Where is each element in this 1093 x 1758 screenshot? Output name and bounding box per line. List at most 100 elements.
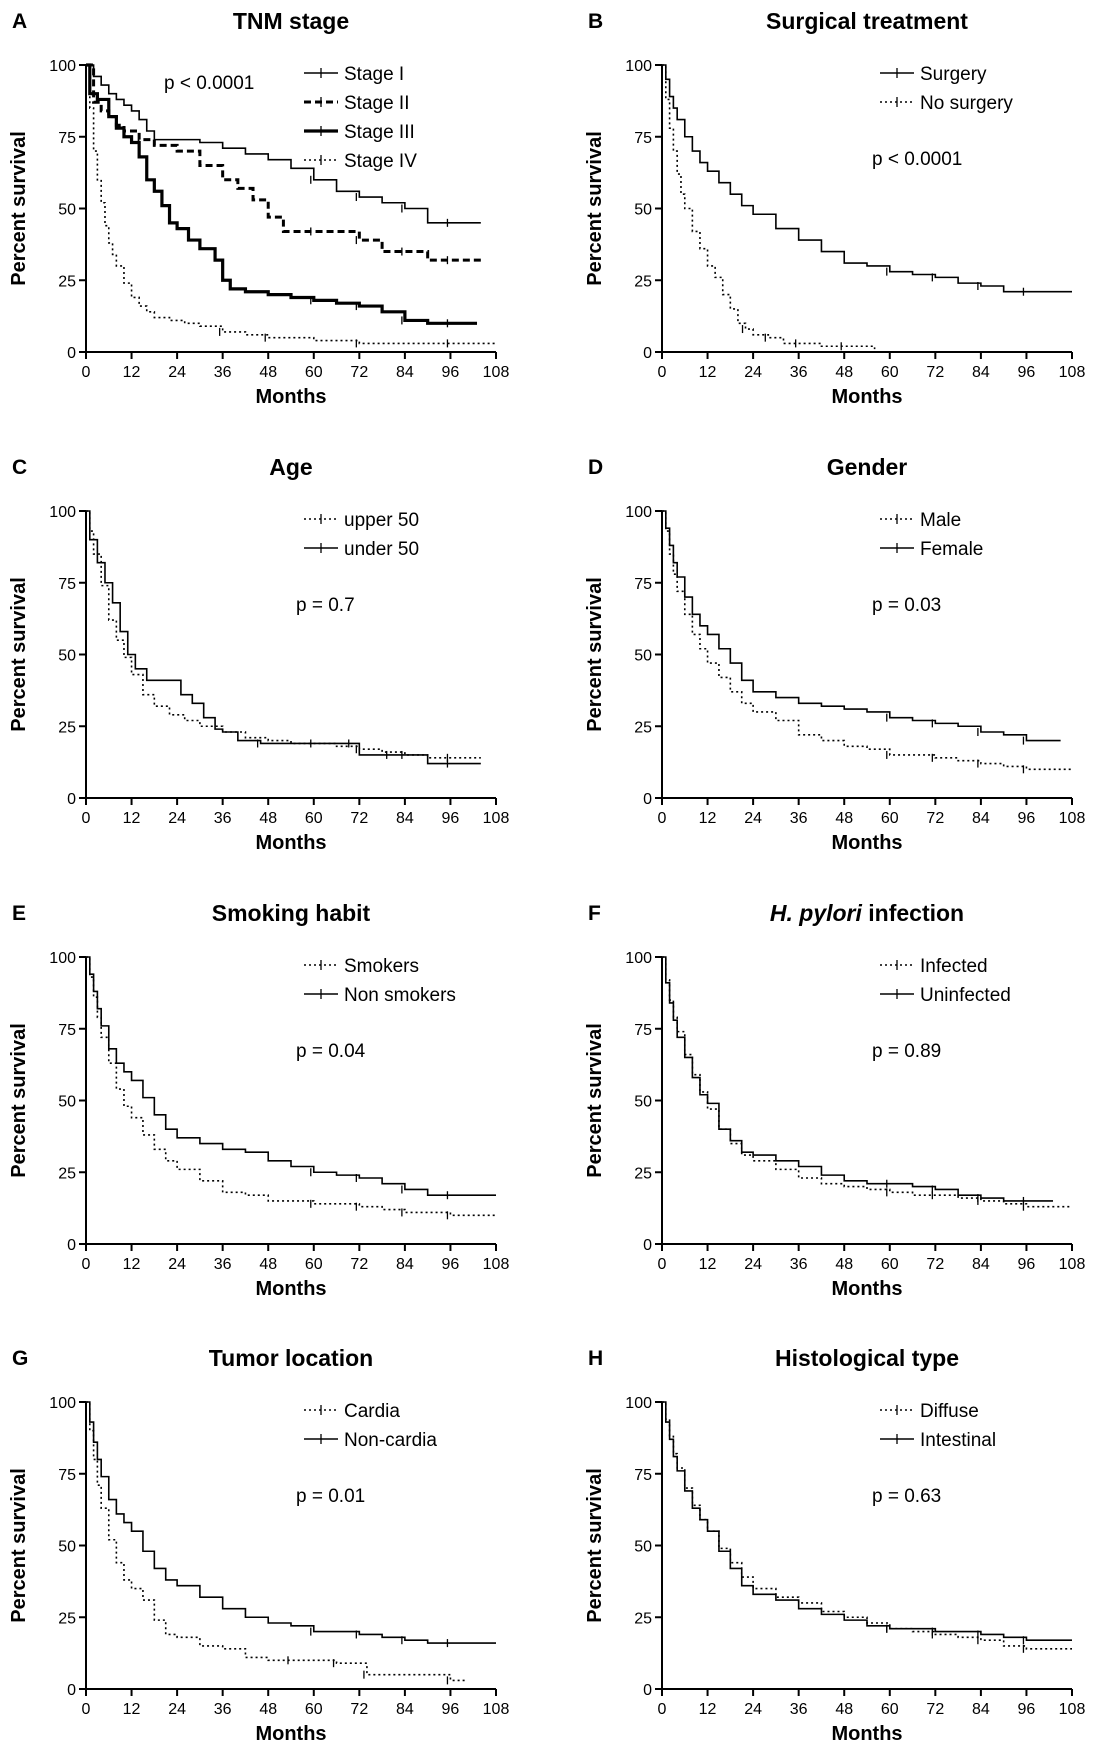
panel-f-letter: F (588, 902, 601, 925)
panel-f-legend-label: Uninfected (920, 985, 1011, 1006)
panel-a-y-tick-label: 75 (58, 130, 76, 147)
panel-h-x-tick-label: 12 (699, 1701, 717, 1718)
panel-h-x-tick-label: 0 (658, 1701, 667, 1718)
panel-e-x-tick-label: 36 (214, 1256, 232, 1273)
panel-f-x-tick-label: 96 (1018, 1256, 1036, 1273)
panel-g-legend-label: Cardia (344, 1401, 400, 1422)
panel-g-y-tick-label: 100 (49, 1395, 76, 1412)
panel-b-series-surgery (662, 64, 1072, 293)
panel-g-x-tick-label: 72 (350, 1701, 368, 1718)
panel-a-x-tick-label: 108 (483, 364, 510, 381)
panel-e-y-label: Percent survival (8, 1023, 30, 1178)
panel-h-series-diffuse (662, 1401, 1072, 1650)
panel-g-x-tick-label: 96 (442, 1701, 460, 1718)
panel-e-x-tick-label: 108 (483, 1256, 510, 1273)
panel-h-y-tick-label: 75 (634, 1467, 652, 1484)
panel-a-letter: A (12, 10, 27, 33)
panel-h-x-tick-label: 24 (744, 1701, 762, 1718)
panel-h-x-tick-label: 60 (881, 1701, 899, 1718)
panel-b-x-tick-label: 96 (1018, 364, 1036, 381)
panel-b-title: Surgical treatment (766, 8, 968, 34)
panel-a-y-tick-label: 50 (58, 202, 76, 219)
panel-d-legend-label: Female (920, 539, 983, 560)
panel-a-legend-label: Stage III (344, 122, 415, 143)
panel-b-legend-label: No surgery (920, 93, 1013, 114)
panel-f-x-tick-label: 24 (744, 1256, 762, 1273)
panel-e-x-label: Months (255, 1278, 326, 1300)
panel-b-x-tick-label: 84 (972, 364, 990, 381)
panel-e-x-tick-label: 24 (168, 1256, 186, 1273)
panel-h-letter: H (588, 1347, 603, 1370)
panel-d-y-tick-label: 0 (643, 791, 652, 808)
panel-b: B Surgical treatment 0 25 50 75 100 0 12 24 36 48 60… (584, 8, 1085, 408)
panel-e-legend-label: Non smokers (344, 985, 456, 1006)
panel-h-x-tick-label: 96 (1018, 1701, 1036, 1718)
panel-a-x-tick-label: 60 (305, 364, 323, 381)
panel-e-letter: E (12, 902, 26, 925)
panel-c-y-tick-label: 100 (49, 504, 76, 521)
panel-c-x-tick-label: 0 (82, 810, 91, 827)
panel-b-x-tick-label: 60 (881, 364, 899, 381)
panel-h-x-tick-label: 84 (972, 1701, 990, 1718)
panel-b-series-no-surgery (662, 64, 876, 350)
panel-a-x-tick-label: 48 (259, 364, 277, 381)
panel-g-series-cardia (86, 1401, 466, 1682)
panel-f-x-label: Months (831, 1278, 902, 1300)
panel-g-x-tick-label: 48 (259, 1701, 277, 1718)
panel-c-x-tick-label: 48 (259, 810, 277, 827)
panel-g-y-tick-label: 0 (67, 1682, 76, 1699)
panel-h-y-tick-label: 25 (634, 1610, 652, 1627)
panel-g-series-non-cardia (86, 1401, 496, 1644)
panel-h-legend-label: Diffuse (920, 1401, 979, 1422)
panel-c-y-tick-label: 75 (58, 576, 76, 593)
panel-f-y-tick-label: 0 (643, 1237, 652, 1254)
panel-c-x-label: Months (255, 832, 326, 854)
panel-f-title: H. pylori infection (770, 900, 964, 926)
panel-a-x-label: Months (255, 386, 326, 408)
panel-a-x-tick-label: 96 (442, 364, 460, 381)
panel-h-x-tick-label: 36 (790, 1701, 808, 1718)
panel-f-y-tick-label: 25 (634, 1165, 652, 1182)
panel-c-x-tick-label: 60 (305, 810, 323, 827)
panel-d-y-tick-label: 50 (634, 648, 652, 665)
panel-b-x-tick-label: 12 (699, 364, 717, 381)
panel-h-x-tick-label: 48 (835, 1701, 853, 1718)
panel-e-x-tick-label: 84 (396, 1256, 414, 1273)
panel-e-x-tick-label: 60 (305, 1256, 323, 1273)
panel-b-letter: B (588, 10, 603, 33)
panel-d-x-tick-label: 60 (881, 810, 899, 827)
panel-d-legend-label: Male (920, 510, 961, 531)
panel-c-p-value: p = 0.7 (296, 595, 355, 616)
panel-g-letter: G (12, 1347, 28, 1370)
panel-c-y-tick-label: 25 (58, 719, 76, 736)
panel-f-series-uninfected (662, 956, 1054, 1202)
panel-a-legend-label: Stage IV (344, 151, 417, 172)
panel-f-p-value: p = 0.89 (872, 1041, 941, 1062)
panel-e-x-tick-label: 72 (350, 1256, 368, 1273)
panel-d-x-tick-label: 108 (1059, 810, 1086, 827)
panel-c-letter: C (12, 456, 27, 479)
panel-b-p-value: p < 0.0001 (872, 149, 962, 170)
panel-h-x-tick-label: 108 (1059, 1701, 1086, 1718)
panel-c-x-tick-label: 12 (123, 810, 141, 827)
panel-d-x-tick-label: 36 (790, 810, 808, 827)
panel-c-title: Age (269, 454, 312, 480)
panel-f-y-tick-label: 100 (625, 950, 652, 967)
panel-a-x-tick-label: 0 (82, 364, 91, 381)
panel-f-x-tick-label: 60 (881, 1256, 899, 1273)
panel-b-y-tick-label: 0 (643, 345, 652, 362)
panel-c-legend-label: upper 50 (344, 510, 419, 531)
panel-d-x-tick-label: 84 (972, 810, 990, 827)
panel-g: G Tumor location 0 25 50 75 100 0 12 24 36 48 60 72 84… (8, 1345, 509, 1745)
panel-c-series-upper-50 (86, 510, 481, 759)
panel-f-x-tick-label: 72 (926, 1256, 944, 1273)
panel-h-p-value: p = 0.63 (872, 1486, 941, 1507)
panel-c-y-tick-label: 50 (58, 648, 76, 665)
panel-f-x-tick-label: 84 (972, 1256, 990, 1273)
panel-e-y-tick-label: 75 (58, 1022, 76, 1039)
panel-g-y-tick-label: 50 (58, 1539, 76, 1556)
panel-f-x-tick-label: 48 (835, 1256, 853, 1273)
panel-g-x-tick-label: 24 (168, 1701, 186, 1718)
panel-e-legend-label: Smokers (344, 956, 419, 977)
